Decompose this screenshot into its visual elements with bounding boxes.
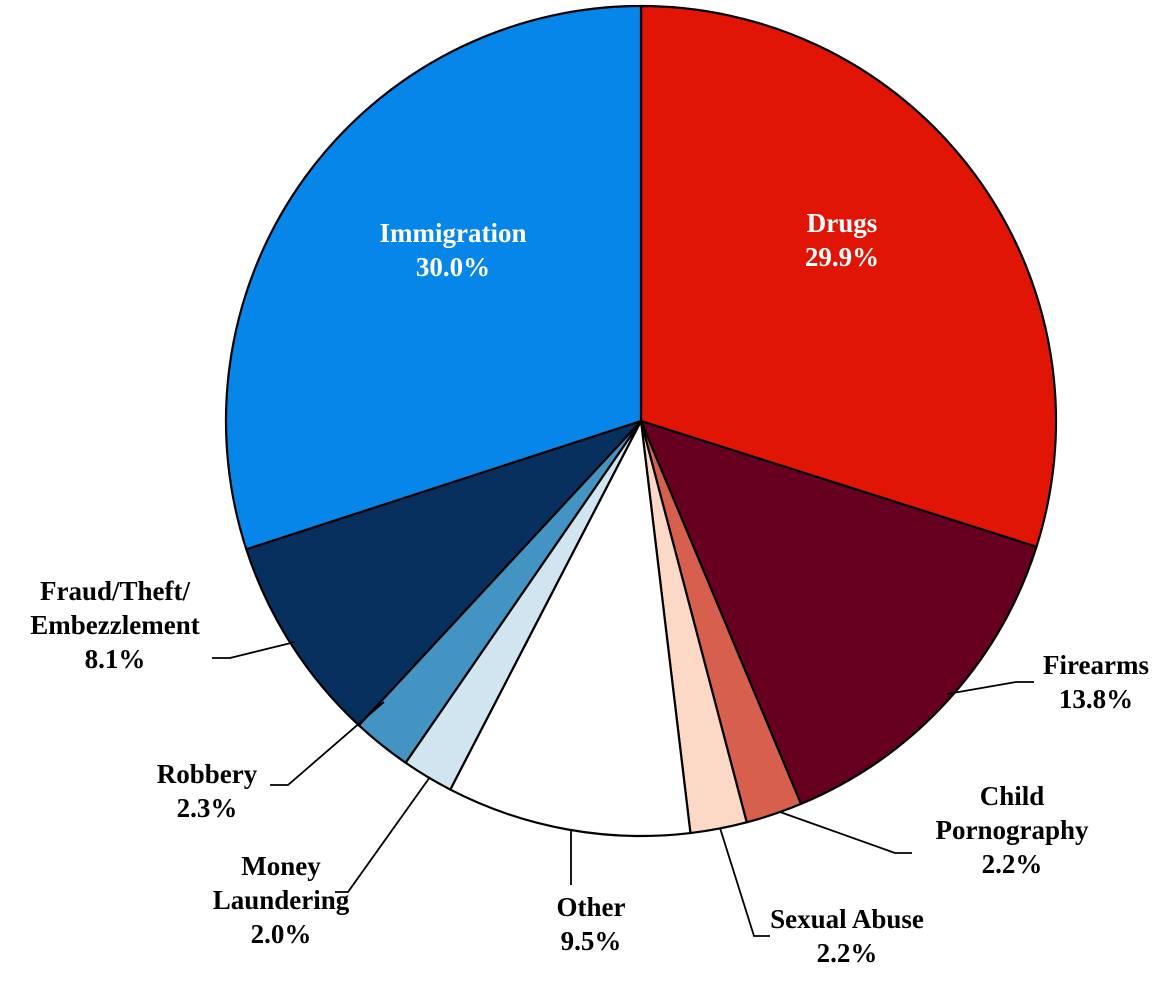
slice-value-label: 29.9% xyxy=(805,242,879,272)
slice-category-label: Firearms xyxy=(1043,650,1149,680)
slice-category-label: Immigration xyxy=(380,218,527,248)
slice-category-label: Child xyxy=(980,781,1045,811)
leader-line-firearms xyxy=(946,681,1034,695)
slice-value-label: 30.0% xyxy=(416,252,490,282)
leader-line-fraud-theft-embezzlement xyxy=(212,641,296,659)
leader-line-robbery xyxy=(270,701,385,786)
slice-label-fraud-theft-embezzlement: Fraud/Theft/Embezzlement 8.1% xyxy=(30,576,199,674)
leader-line-money-laundering xyxy=(335,776,431,893)
slice-label-drugs: Drugs 29.9% xyxy=(805,208,879,272)
slice-label-sexual-abuse: Sexual Abuse 2.2% xyxy=(770,904,924,968)
slice-value-label: 8.1% xyxy=(85,644,146,674)
pie-slice-firearms xyxy=(639,419,1038,806)
slice-value-label: 13.8% xyxy=(1059,684,1133,714)
slice-label-other: Other 9.5% xyxy=(557,892,626,956)
pie-slice-other xyxy=(449,419,692,838)
slice-category-label: Laundering xyxy=(213,885,350,915)
slice-category-label: Pornography xyxy=(935,815,1089,845)
pie-slice-fraud-theft-embezzlement xyxy=(245,419,643,727)
slice-category-label: Drugs xyxy=(807,208,878,238)
slice-category-label: Money xyxy=(241,851,321,881)
slice-category-label: Fraud/Theft/ xyxy=(40,576,191,606)
slice-label-robbery: Robbery 2.3% xyxy=(157,759,258,823)
pie-slice-drugs xyxy=(639,4,1058,548)
slice-label-immigration: Immigration 30.0% xyxy=(380,218,527,282)
leader-line-sexual-abuse xyxy=(719,827,770,937)
slice-label-firearms: Firearms 13.8% xyxy=(1043,650,1149,714)
slice-value-label: 2.2% xyxy=(982,849,1043,879)
slice-category-label: Other xyxy=(557,892,626,922)
leader-line-child-pornography xyxy=(779,811,912,854)
slice-category-label: Robbery xyxy=(157,759,258,789)
slice-category-label: Sexual Abuse xyxy=(770,904,924,934)
slice-label-money-laundering: Money Laundering 2.0% xyxy=(213,851,350,949)
pie-slice-immigration xyxy=(224,4,643,551)
slice-value-label: 9.5% xyxy=(561,926,622,956)
slice-value-label: 2.3% xyxy=(177,793,238,823)
slice-value-label: 2.0% xyxy=(251,919,312,949)
slice-value-label: 2.2% xyxy=(817,938,878,968)
slice-category-label: Embezzlement xyxy=(30,610,199,640)
slice-label-child-pornography: Child Pornography 2.2% xyxy=(935,781,1089,879)
